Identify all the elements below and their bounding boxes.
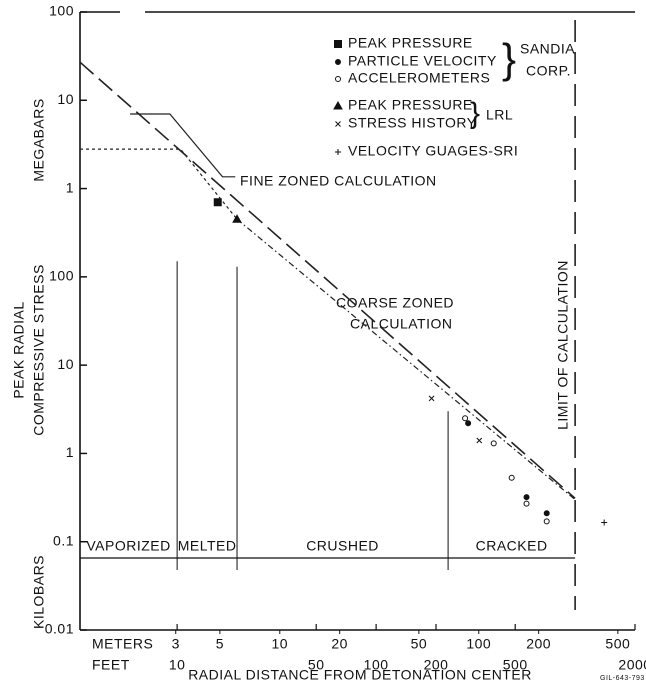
calc-line: [130, 113, 236, 178]
y-tick-label: 100: [49, 268, 74, 284]
y-axis-upper: MEGABARS: [31, 98, 47, 181]
calc-line: [236, 218, 576, 501]
brace: }: [502, 35, 517, 82]
legend-label: STRESS HISTORY: [348, 115, 477, 131]
marker-circle: [490, 440, 497, 447]
legend-group: SANDIA: [520, 41, 575, 57]
annotation: CALCULATION: [350, 316, 452, 332]
annotation: LIMIT OF CALCULATION: [555, 260, 571, 430]
calc-line: [80, 148, 238, 220]
zone-label: VAPORIZED: [86, 538, 170, 554]
marker-triangle: [232, 214, 242, 223]
x2-tick-label: 5: [216, 636, 224, 652]
x-tick-label: 200: [424, 657, 449, 673]
row-label: FEET: [92, 657, 130, 673]
y-tick-label: 10: [57, 356, 74, 372]
marker-circle: [462, 415, 469, 422]
legend-label: ACCELEROMETERS: [348, 70, 490, 86]
marker-circle: [508, 474, 515, 481]
y-tick-label: 100: [49, 3, 74, 19]
marker-plus: [601, 519, 608, 526]
marker-plus: [335, 149, 341, 155]
y-tick-label: 1: [66, 179, 74, 195]
y-axis-title: PEAK RADIAL: [11, 301, 27, 398]
x-tick-label: 50: [308, 657, 325, 673]
x2-tick-label: 10: [271, 636, 288, 652]
zone-label: CRACKED: [476, 538, 548, 554]
marker-dot: [335, 59, 341, 65]
x2-tick-label: 500: [605, 636, 630, 652]
marker-square: [213, 198, 222, 207]
row-label: METERS: [92, 636, 153, 652]
zone-label: MELTED: [178, 538, 237, 554]
legend-group: CORP.: [526, 63, 571, 79]
x-tick-label: 500: [503, 657, 528, 673]
marker-triangle: [333, 100, 343, 110]
marker-x: [428, 395, 435, 402]
legend-label: PEAK PRESSURE: [348, 97, 473, 113]
marker-dot: [523, 494, 530, 501]
y-axis-lower: KILOBARS: [31, 555, 47, 629]
x2-tick-label: 3: [172, 636, 180, 652]
marker-x: [335, 121, 341, 127]
x-tick-label: 2000: [618, 657, 646, 673]
annotation: FINE ZONED CALCULATION: [240, 173, 437, 189]
calc-line: [79, 61, 576, 499]
x-tick-label: 10: [169, 657, 186, 673]
legend-label: VELOCITY GUAGES-SRI: [348, 143, 518, 159]
marker-circle: [335, 76, 341, 82]
x2-tick-label: 20: [331, 636, 348, 652]
x2-tick-label: 100: [466, 636, 491, 652]
legend-label: PEAK PRESSURE: [348, 35, 473, 51]
y-tick-label: 0.1: [53, 532, 74, 548]
code: GIL-643-793: [600, 675, 645, 682]
x2-tick-label: 50: [411, 636, 428, 652]
marker-circle: [523, 500, 530, 507]
x-tick-label: 100: [364, 657, 389, 673]
legend-group: LRL: [486, 107, 513, 123]
marker-square: [334, 40, 342, 48]
y-tick-label: 0.01: [45, 621, 74, 637]
y-axis-title: COMPRESSIVE STRESS: [31, 264, 47, 436]
marker-x: [476, 437, 483, 444]
annotation: COARSE ZONED: [336, 295, 454, 311]
legend-label: PARTICLE VELOCITY: [348, 53, 497, 69]
x2-tick-label: 200: [526, 636, 551, 652]
x-axis-title: RADIAL DISTANCE FROM DETONATION CENTER: [188, 667, 532, 683]
zone-label: CRUSHED: [306, 538, 379, 554]
marker-dot: [465, 420, 472, 427]
marker-dot: [543, 510, 550, 517]
brace: }: [470, 97, 481, 130]
y-tick-label: 10: [57, 91, 74, 107]
marker-circle: [543, 518, 550, 525]
y-tick-label: 1: [66, 444, 74, 460]
